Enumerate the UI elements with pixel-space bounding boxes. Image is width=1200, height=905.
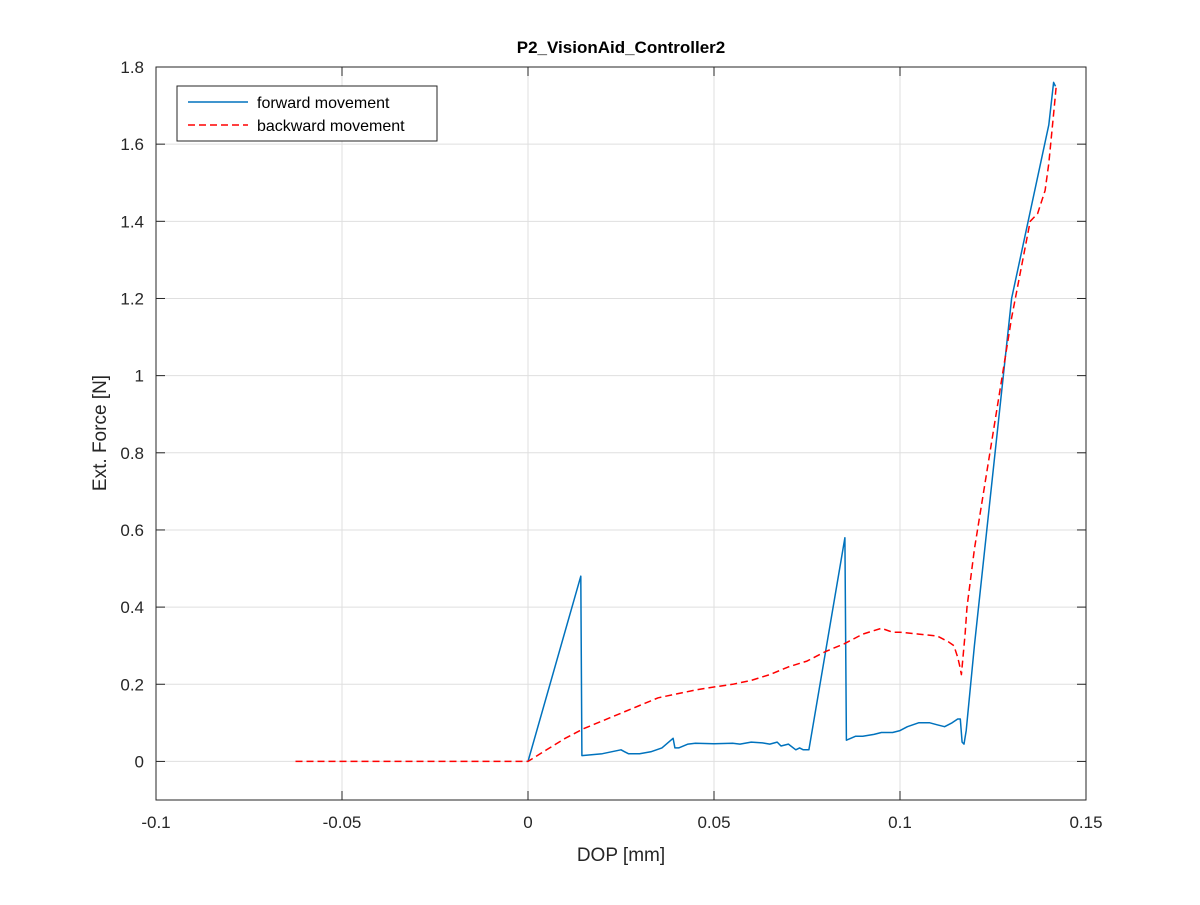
series-line-forward-movement — [527, 81, 1057, 762]
x-axis-label: DOP [mm] — [577, 845, 665, 866]
y-tick-label: 1.6 — [120, 135, 144, 154]
y-tick-label: 0.4 — [120, 598, 144, 617]
legend: forward movement backward movement — [176, 85, 438, 142]
x-tick-label: 0.15 — [1069, 813, 1102, 832]
y-tick-label: 1.4 — [120, 212, 144, 231]
x-tick-label: 0.1 — [888, 813, 912, 832]
y-tick-label: 0.2 — [120, 675, 144, 694]
legend-label-backward: backward movement — [257, 118, 405, 135]
x-tick-label: 0.05 — [697, 813, 730, 832]
x-tick-label: -0.05 — [323, 813, 362, 832]
x-tick-label: -0.1 — [141, 813, 170, 832]
y-tick-label: 1.2 — [120, 289, 144, 308]
ticks-layer: -0.1 -0.05 0 0.05 0.1 0.15 0 0.2 0.4 0.6 0.8 1 1.2 1.… — [120, 58, 1102, 832]
y-tick-label: 0.6 — [120, 521, 144, 540]
series-line-backward-movement — [295, 86, 1057, 763]
chart-title: P2_VisionAid_Controller2 — [517, 38, 725, 57]
plot-frame — [155, 66, 1087, 801]
plot-area — [156, 67, 1086, 800]
y-tick-label: 0.8 — [120, 444, 144, 463]
x-tick-label: 0 — [523, 813, 532, 832]
legend-box — [176, 85, 438, 142]
y-tick-label: 1.8 — [120, 58, 144, 77]
legend-label-forward: forward movement — [257, 95, 390, 112]
series-layer — [295, 81, 1057, 763]
y-tick-label: 0 — [135, 752, 144, 771]
y-axis-label: Ext. Force [N] — [90, 375, 111, 491]
y-tick-label: 1 — [135, 367, 144, 386]
